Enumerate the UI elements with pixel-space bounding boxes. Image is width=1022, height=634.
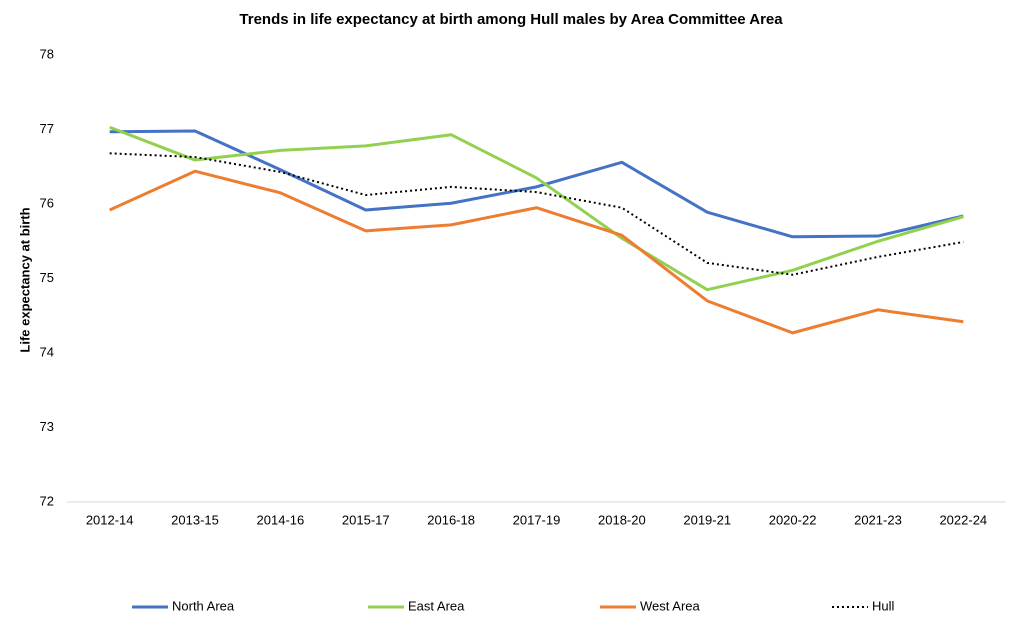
x-tick-label: 2018-20 [598,512,646,527]
y-tick-label: 78 [40,46,54,61]
y-tick-label: 76 [40,195,54,210]
series-line [109,169,964,335]
legend-label: West Area [640,598,701,613]
x-tick-label: 2015-17 [342,512,390,527]
x-tick-label: 2014-16 [257,512,305,527]
y-tick-label: 72 [40,493,54,508]
legend-label: North Area [172,598,235,613]
series-line [109,129,964,239]
y-tick-label: 75 [40,270,54,285]
x-tick-label: 2017-19 [513,512,561,527]
legend-label: Hull [872,598,895,613]
y-tick-label: 74 [40,344,54,359]
series-line [109,152,964,276]
y-axis-label: Life expectancy at birth [17,207,32,352]
x-tick-label: 2020-22 [769,512,817,527]
y-tick-label: 73 [40,419,54,434]
y-tick-label: 77 [40,121,54,136]
legend-label: East Area [408,598,465,613]
x-tick-label: 2019-21 [683,512,731,527]
x-tick-label: 2013-15 [171,512,219,527]
series-line [109,125,964,292]
x-tick-label: 2021-23 [854,512,902,527]
chart-title: Trends in life expectancy at birth among… [239,11,783,28]
x-tick-label: 2016-18 [427,512,475,527]
x-tick-label: 2022-24 [939,512,987,527]
x-tick-label: 2012-14 [86,512,134,527]
